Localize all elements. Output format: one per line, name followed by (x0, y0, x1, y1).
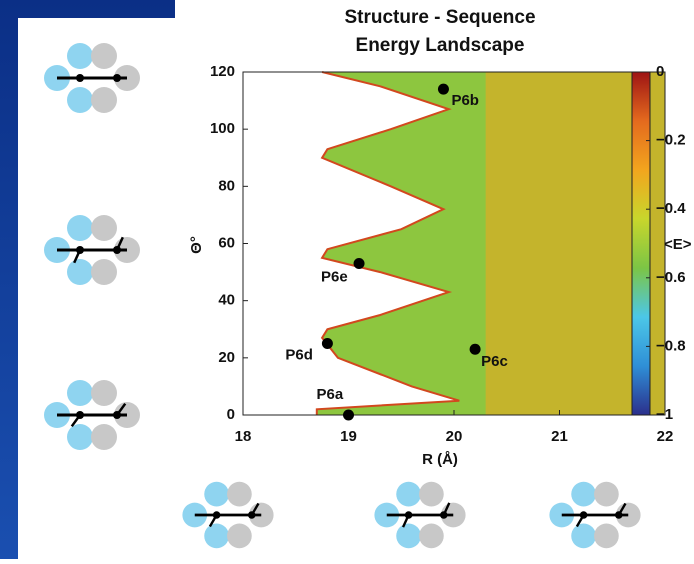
atom (227, 524, 252, 549)
point (354, 258, 365, 269)
y-tick-label: 40 (218, 292, 235, 309)
colorbar-tick-label: −0.6 (656, 269, 686, 286)
node (113, 74, 121, 82)
x-tick-label: 22 (657, 428, 674, 445)
point-label: P6e (321, 268, 348, 285)
atom (594, 482, 619, 507)
point (322, 338, 333, 349)
chart-title: Energy Landscape (356, 35, 525, 56)
node (440, 511, 448, 519)
atom (419, 524, 444, 549)
atom (91, 424, 117, 450)
slide: Structure - Sequence Energy Landscape R … (0, 0, 694, 559)
atom (67, 87, 93, 113)
atom (419, 482, 444, 507)
atom (67, 380, 93, 406)
colorbar-tick-label: −1 (656, 406, 673, 423)
colorbar-tick-label: −0.2 (656, 132, 686, 149)
node (405, 511, 413, 519)
atom (67, 43, 93, 69)
colorbar-tick-label: −0.8 (656, 337, 686, 354)
x-tick-label: 21 (551, 428, 568, 445)
y-tick-label: 80 (218, 177, 235, 194)
atom (571, 524, 596, 549)
node (615, 511, 623, 519)
atom (91, 215, 117, 241)
node (213, 511, 221, 519)
node (76, 411, 84, 419)
colorbar (632, 72, 650, 415)
point-label: P6b (451, 92, 479, 109)
atom (67, 215, 93, 241)
node (248, 511, 256, 519)
y-tick-label: 60 (218, 234, 235, 251)
atom (91, 43, 117, 69)
atom (396, 524, 421, 549)
x-tick-label: 20 (446, 428, 463, 445)
atom (204, 524, 229, 549)
point-label: P6d (285, 347, 313, 364)
y-tick-label: 120 (210, 63, 235, 80)
node (76, 246, 84, 254)
point-label: P6c (481, 353, 508, 370)
atom (571, 482, 596, 507)
atom (67, 424, 93, 450)
x-tick-label: 18 (235, 428, 252, 445)
atom (396, 482, 421, 507)
atom (91, 259, 117, 285)
atom (67, 259, 93, 285)
atom (91, 380, 117, 406)
point (470, 344, 481, 355)
atom (204, 482, 229, 507)
colorbar-label: <E> (664, 236, 692, 253)
node (113, 411, 121, 419)
point-label: P6a (317, 386, 344, 403)
colorbar-tick-label: −0.4 (656, 200, 686, 217)
point (343, 410, 354, 421)
x-axis-label: R (Å) (422, 451, 458, 468)
node (76, 74, 84, 82)
atom (594, 524, 619, 549)
y-tick-label: 20 (218, 349, 235, 366)
chart-title: Structure - Sequence (344, 7, 535, 28)
colorbar-tick-label: 0 (656, 63, 664, 80)
y-tick-label: 0 (227, 406, 235, 423)
y-axis-label: Θ° (188, 236, 205, 254)
x-tick-label: 19 (340, 428, 357, 445)
node (113, 246, 121, 254)
y-tick-label: 100 (210, 120, 235, 137)
atom (227, 482, 252, 507)
node (580, 511, 588, 519)
point (438, 84, 449, 95)
atom (91, 87, 117, 113)
